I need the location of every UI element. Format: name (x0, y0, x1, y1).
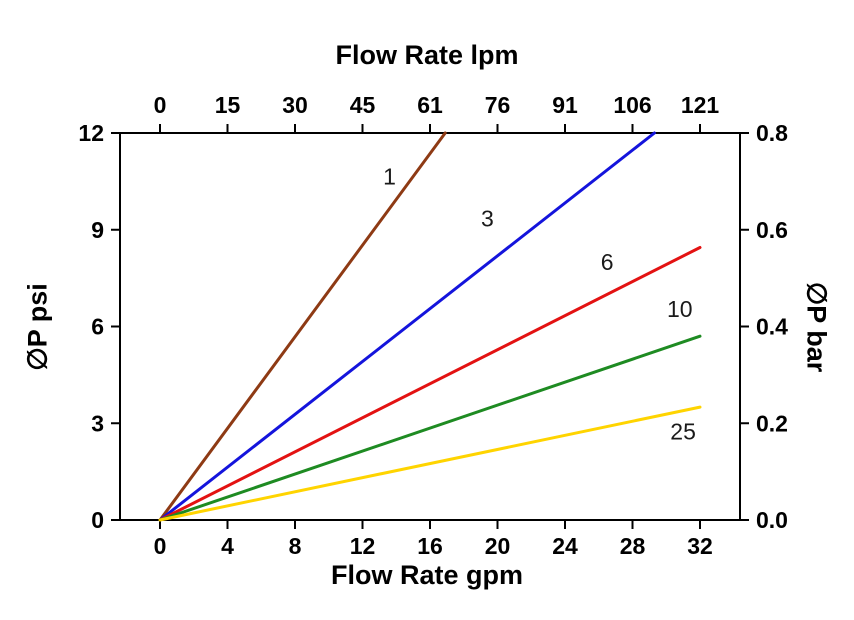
series-label-3: 3 (481, 206, 494, 232)
x-tick-label-lpm: 0 (154, 92, 167, 118)
x-tick-label-lpm: 76 (485, 92, 511, 118)
y-tick-label-psi: 3 (91, 410, 104, 436)
series-line-10 (158, 334, 702, 522)
x-tick-label-lpm: 91 (552, 92, 578, 118)
bottom-axis-title: Flow Rate gpm (330, 560, 523, 590)
y-tick-label-bar: 0.6 (756, 217, 788, 243)
series-label-25: 25 (670, 418, 696, 444)
series-label-6: 6 (601, 249, 614, 275)
x-tick-label-gpm: 32 (687, 533, 713, 559)
x-tick-label-gpm: 24 (552, 533, 578, 559)
x-tick-label-gpm: 28 (620, 533, 646, 559)
x-tick-label-lpm: 106 (613, 92, 651, 118)
x-tick-label-gpm: 12 (350, 533, 376, 559)
x-tick-label-lpm: 30 (282, 92, 308, 118)
series-line-6 (158, 246, 702, 522)
x-tick-label-gpm: 4 (221, 533, 234, 559)
series-label-1: 1 (383, 164, 396, 190)
y-tick-label-bar: 0.0 (756, 507, 788, 533)
y-tick-label-bar: 0.2 (756, 410, 788, 436)
right-axis-title: ∅P bar (801, 281, 832, 373)
x-tick-label-gpm: 16 (417, 533, 443, 559)
series-line-1 (158, 131, 447, 522)
y-tick-label-bar: 0.4 (756, 314, 788, 340)
top-axis-title: Flow Rate lpm (335, 40, 519, 70)
left-axis-title: ∅P psi (22, 283, 53, 371)
x-tick-label-lpm: 45 (350, 92, 376, 118)
x-tick-label-gpm: 20 (485, 533, 511, 559)
x-tick-label-gpm: 8 (289, 533, 302, 559)
series-line-3 (158, 131, 656, 522)
y-tick-label-psi: 0 (91, 507, 104, 533)
plot-box (119, 132, 741, 521)
x-tick-label-lpm: 15 (215, 92, 241, 118)
x-tick-label-lpm: 121 (681, 92, 720, 118)
x-tick-label-lpm: 61 (417, 92, 443, 118)
x-tick-label-gpm: 0 (154, 533, 167, 559)
y-tick-label-psi: 12 (78, 120, 104, 146)
y-tick-label-psi: 9 (91, 217, 104, 243)
series-line-25 (158, 405, 702, 522)
y-tick-label-psi: 6 (91, 314, 104, 340)
series-label-10: 10 (667, 296, 693, 322)
y-tick-label-bar: 0.8 (756, 120, 788, 146)
